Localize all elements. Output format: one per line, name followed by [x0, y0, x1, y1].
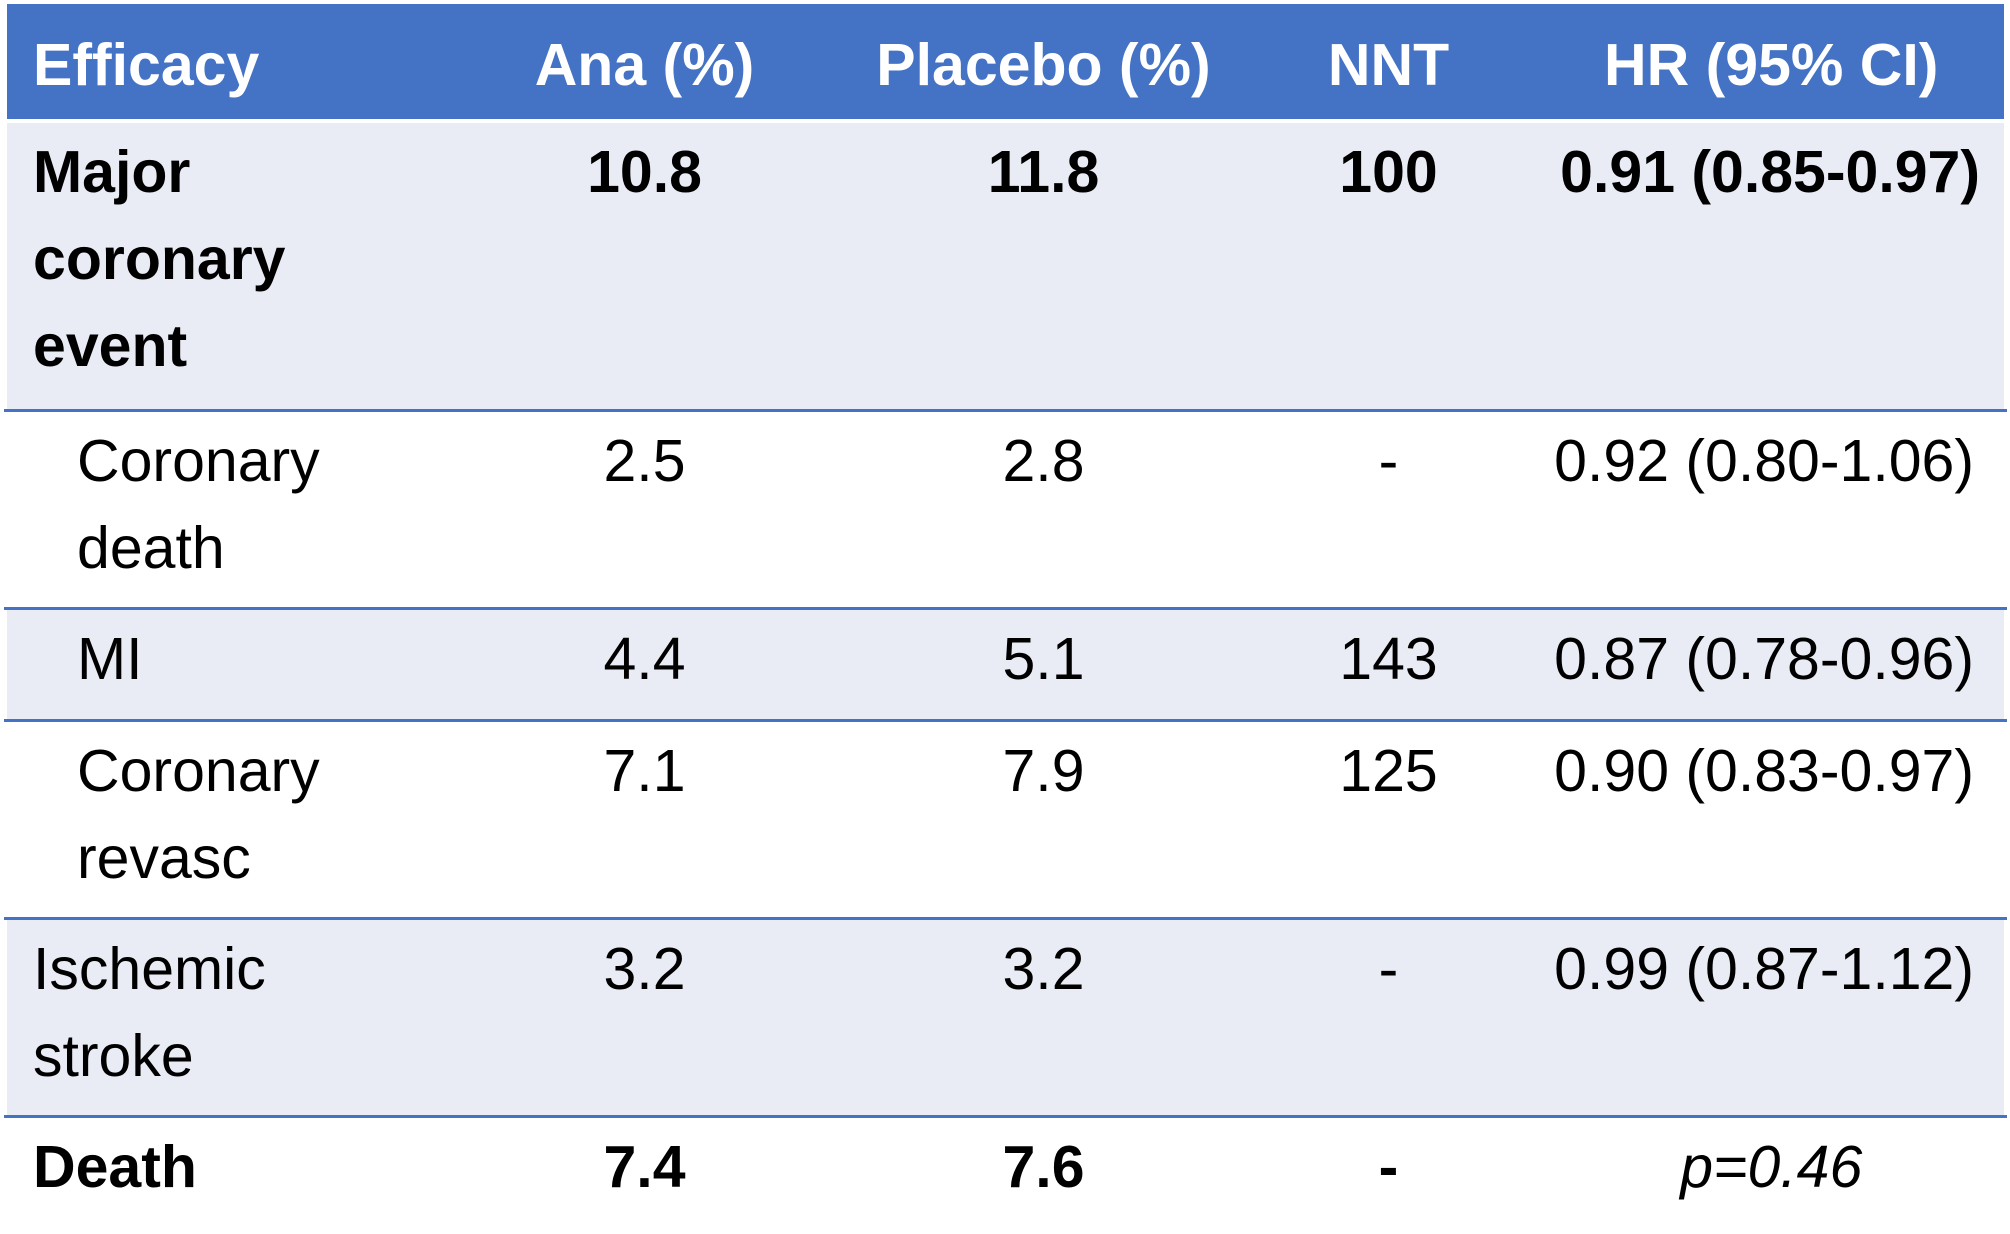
table-row: Major coronary event 10.8 11.8 100 0.91 …: [5, 120, 2006, 411]
row-label: Ischemic stroke: [5, 918, 441, 1117]
hr-value: 0.99 (0.87-1.12): [1538, 918, 2006, 1117]
nnt-value: -: [1238, 410, 1539, 609]
table-row: Death 7.4 7.6 - p=0.46: [5, 1116, 2006, 1229]
table-row: Ischemic stroke 3.2 3.2 - 0.99 (0.87-1.1…: [5, 918, 2006, 1117]
row-label: Coronary death: [5, 410, 441, 609]
row-label: MI: [5, 608, 441, 721]
header-ana: Ana (%): [440, 2, 849, 123]
header-nnt: NNT: [1238, 2, 1539, 123]
p-value: p=0.46: [1538, 1116, 2006, 1229]
table-row: Coronary revasc 7.1 7.9 125 0.90 (0.83-0…: [5, 720, 2006, 919]
header-placebo: Placebo (%): [848, 2, 1239, 123]
ana-value: 4.4: [440, 608, 849, 721]
placebo-value: 2.8: [848, 410, 1239, 609]
header-hr: HR (95% CI): [1538, 2, 2006, 123]
table-header: Efficacy Ana (%) Placebo (%) NNT HR (95%…: [5, 2, 2006, 123]
hr-value: 0.92 (0.80-1.06): [1538, 410, 2006, 609]
table-row: Coronary death 2.5 2.8 - 0.92 (0.80-1.06…: [5, 410, 2006, 609]
row-label: Death: [5, 1116, 441, 1229]
header-row: Efficacy Ana (%) Placebo (%) NNT HR (95%…: [5, 2, 2006, 123]
placebo-value: 7.9: [848, 720, 1239, 919]
ana-value: 10.8: [440, 120, 849, 411]
nnt-value: -: [1238, 1116, 1539, 1229]
hr-value: 0.87 (0.78-0.96): [1538, 608, 2006, 721]
row-label: Coronary revasc: [5, 720, 441, 919]
placebo-value: 3.2: [848, 918, 1239, 1117]
table-row: MI 4.4 5.1 143 0.87 (0.78-0.96): [5, 608, 2006, 721]
row-label: Major coronary event: [5, 120, 441, 411]
nnt-value: 143: [1238, 608, 1539, 721]
ana-value: 3.2: [440, 918, 849, 1117]
ana-value: 7.1: [440, 720, 849, 919]
hr-value: 0.91 (0.85-0.97): [1538, 120, 2006, 411]
nnt-value: 125: [1238, 720, 1539, 919]
efficacy-table: Efficacy Ana (%) Placebo (%) NNT HR (95%…: [4, 1, 2007, 1230]
table-body: Major coronary event 10.8 11.8 100 0.91 …: [5, 120, 2006, 1229]
ana-value: 2.5: [440, 410, 849, 609]
placebo-value: 5.1: [848, 608, 1239, 721]
nnt-value: -: [1238, 918, 1539, 1117]
header-efficacy: Efficacy: [5, 2, 441, 123]
placebo-value: 7.6: [848, 1116, 1239, 1229]
hr-value: 0.90 (0.83-0.97): [1538, 720, 2006, 919]
ana-value: 7.4: [440, 1116, 849, 1229]
nnt-value: 100: [1238, 120, 1539, 411]
placebo-value: 11.8: [848, 120, 1239, 411]
